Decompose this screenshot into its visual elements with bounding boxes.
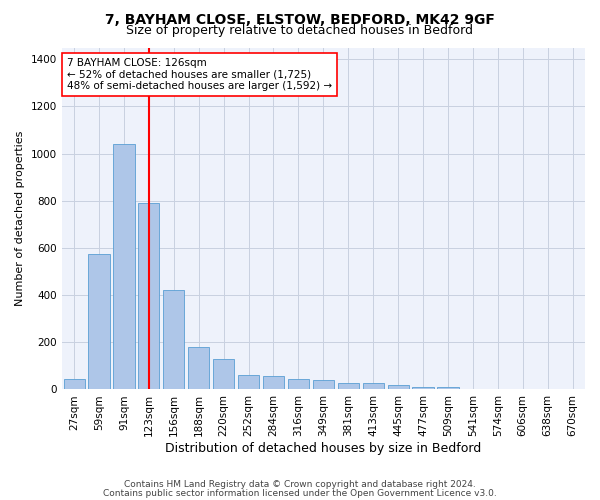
Bar	[437, 387, 458, 390]
Y-axis label: Number of detached properties: Number of detached properties	[15, 131, 25, 306]
Bar	[138, 203, 160, 390]
Bar	[213, 359, 234, 390]
Text: 7, BAYHAM CLOSE, ELSTOW, BEDFORD, MK42 9GF: 7, BAYHAM CLOSE, ELSTOW, BEDFORD, MK42 9…	[105, 12, 495, 26]
Bar	[113, 144, 134, 390]
Text: Size of property relative to detached houses in Bedford: Size of property relative to detached ho…	[127, 24, 473, 37]
Bar	[388, 384, 409, 390]
Bar	[313, 380, 334, 390]
Bar	[163, 290, 184, 390]
Bar	[362, 383, 384, 390]
Bar	[88, 254, 110, 390]
X-axis label: Distribution of detached houses by size in Bedford: Distribution of detached houses by size …	[165, 442, 481, 455]
Text: Contains HM Land Registry data © Crown copyright and database right 2024.: Contains HM Land Registry data © Crown c…	[124, 480, 476, 489]
Bar	[412, 386, 434, 390]
Bar	[64, 379, 85, 390]
Bar	[188, 347, 209, 390]
Text: Contains public sector information licensed under the Open Government Licence v3: Contains public sector information licen…	[103, 489, 497, 498]
Bar	[338, 383, 359, 390]
Bar	[288, 379, 309, 390]
Bar	[238, 376, 259, 390]
Text: 7 BAYHAM CLOSE: 126sqm
← 52% of detached houses are smaller (1,725)
48% of semi-: 7 BAYHAM CLOSE: 126sqm ← 52% of detached…	[67, 58, 332, 91]
Bar	[263, 376, 284, 390]
